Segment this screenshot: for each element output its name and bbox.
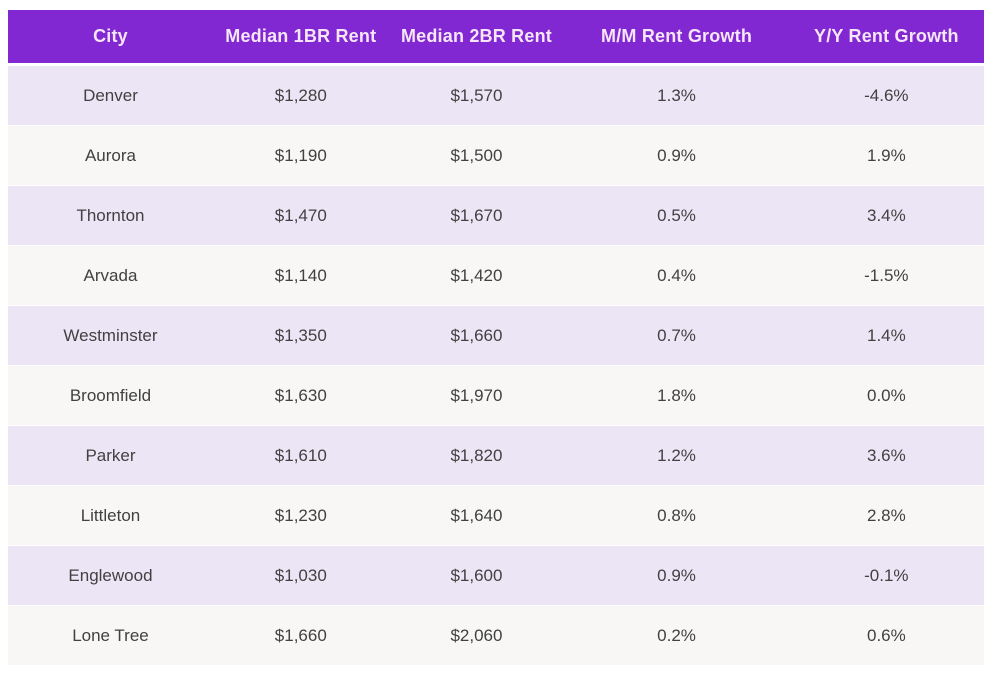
cell-city: Littleton xyxy=(80,505,141,525)
cell-2br-rent: $1,970 xyxy=(450,385,503,405)
table-row-arvada: Arvada $1,140 $1,420 0.4% -1.5% xyxy=(8,246,984,305)
table-row-littleton: Littleton $1,230 $1,640 0.8% 2.8% xyxy=(8,486,984,545)
table-row-aurora: Aurora $1,190 $1,500 0.9% 1.9% xyxy=(8,126,984,185)
cell-2br-rent: $1,420 xyxy=(450,265,503,285)
cell-yy-growth: 0.0% xyxy=(866,385,906,405)
cell-1br-rent: $1,280 xyxy=(274,85,327,105)
cell-city: Broomfield xyxy=(69,385,152,405)
cell-2br-rent: $1,820 xyxy=(450,445,503,465)
cell-mm-growth: 0.4% xyxy=(657,265,696,285)
table-row-thornton: Thornton $1,470 $1,670 0.5% 3.4% xyxy=(8,186,984,245)
cell-1br-rent: $1,630 xyxy=(274,385,327,405)
cell-mm-growth: 1.8% xyxy=(657,385,696,405)
cell-1br-rent: $1,230 xyxy=(274,505,327,525)
cell-1br-rent: $1,030 xyxy=(274,565,327,585)
cell-mm-growth: 0.8% xyxy=(657,505,696,525)
cell-city: Arvada xyxy=(83,265,138,285)
cell-2br-rent: $1,600 xyxy=(450,565,503,585)
column-header-median-2br-rent: Median 2BR Rent xyxy=(400,26,552,46)
table-row-englewood: Englewood $1,030 $1,600 0.9% -0.1% xyxy=(8,546,984,605)
cell-mm-growth: 0.9% xyxy=(657,145,696,165)
cell-1br-rent: $1,190 xyxy=(274,145,327,165)
cell-2br-rent: $2,060 xyxy=(450,625,503,645)
cell-1br-rent: $1,140 xyxy=(274,265,327,285)
cell-yy-growth: -4.6% xyxy=(864,85,909,105)
cell-2br-rent: $1,570 xyxy=(450,85,503,105)
table-row-denver: Denver $1,280 $1,570 1.3% -4.6% xyxy=(8,66,984,125)
cell-mm-growth: 1.2% xyxy=(657,445,696,465)
cell-city: Thornton xyxy=(76,205,145,225)
rent-data-table: City Median 1BR Rent Median 2BR Rent M/M… xyxy=(8,10,984,666)
cell-2br-rent: $1,640 xyxy=(450,505,503,525)
column-header-median-1br-rent: Median 1BR Rent xyxy=(225,26,377,46)
cell-yy-growth: -0.1% xyxy=(864,565,909,585)
table-row-parker: Parker $1,610 $1,820 1.2% 3.6% xyxy=(8,426,984,485)
cell-city: Englewood xyxy=(68,565,153,585)
cell-2br-rent: $1,660 xyxy=(450,325,503,345)
cell-2br-rent: $1,500 xyxy=(450,145,503,165)
cell-yy-growth: 2.8% xyxy=(866,505,906,525)
cell-yy-growth: 3.4% xyxy=(866,205,906,225)
cell-city: Aurora xyxy=(84,145,136,165)
cell-2br-rent: $1,670 xyxy=(450,205,503,225)
cell-city: Westminster xyxy=(63,325,158,345)
cell-city: Lone Tree xyxy=(72,625,149,645)
cell-mm-growth: 0.9% xyxy=(657,565,696,585)
cell-1br-rent: $1,470 xyxy=(274,205,327,225)
column-header-city: City xyxy=(93,26,128,46)
column-header-mm-rent-growth: M/M Rent Growth xyxy=(601,26,753,46)
table-row-broomfield: Broomfield $1,630 $1,970 1.8% 0.0% xyxy=(8,366,984,425)
cell-yy-growth: 1.4% xyxy=(866,325,906,345)
cell-mm-growth: 1.3% xyxy=(657,85,696,105)
cell-yy-growth: 3.6% xyxy=(866,445,906,465)
cell-yy-growth: 0.6% xyxy=(866,625,906,645)
cell-yy-growth: -1.5% xyxy=(864,265,909,285)
table-header-row: City Median 1BR Rent Median 2BR Rent M/M… xyxy=(8,10,984,63)
cell-mm-growth: 0.7% xyxy=(657,325,696,345)
cell-mm-growth: 0.5% xyxy=(657,205,696,225)
cell-1br-rent: $1,660 xyxy=(274,625,327,645)
cell-yy-growth: 1.9% xyxy=(866,145,906,165)
cell-city: Parker xyxy=(85,445,136,465)
cell-1br-rent: $1,610 xyxy=(274,445,327,465)
cell-1br-rent: $1,350 xyxy=(274,325,327,345)
table-row-lone-tree: Lone Tree $1,660 $2,060 0.2% 0.6% xyxy=(8,606,984,665)
cell-city: Denver xyxy=(83,85,138,105)
cell-mm-growth: 0.2% xyxy=(657,625,696,645)
column-header-yy-rent-growth: Y/Y Rent Growth xyxy=(814,26,959,46)
table-row-westminster: Westminster $1,350 $1,660 0.7% 1.4% xyxy=(8,306,984,365)
